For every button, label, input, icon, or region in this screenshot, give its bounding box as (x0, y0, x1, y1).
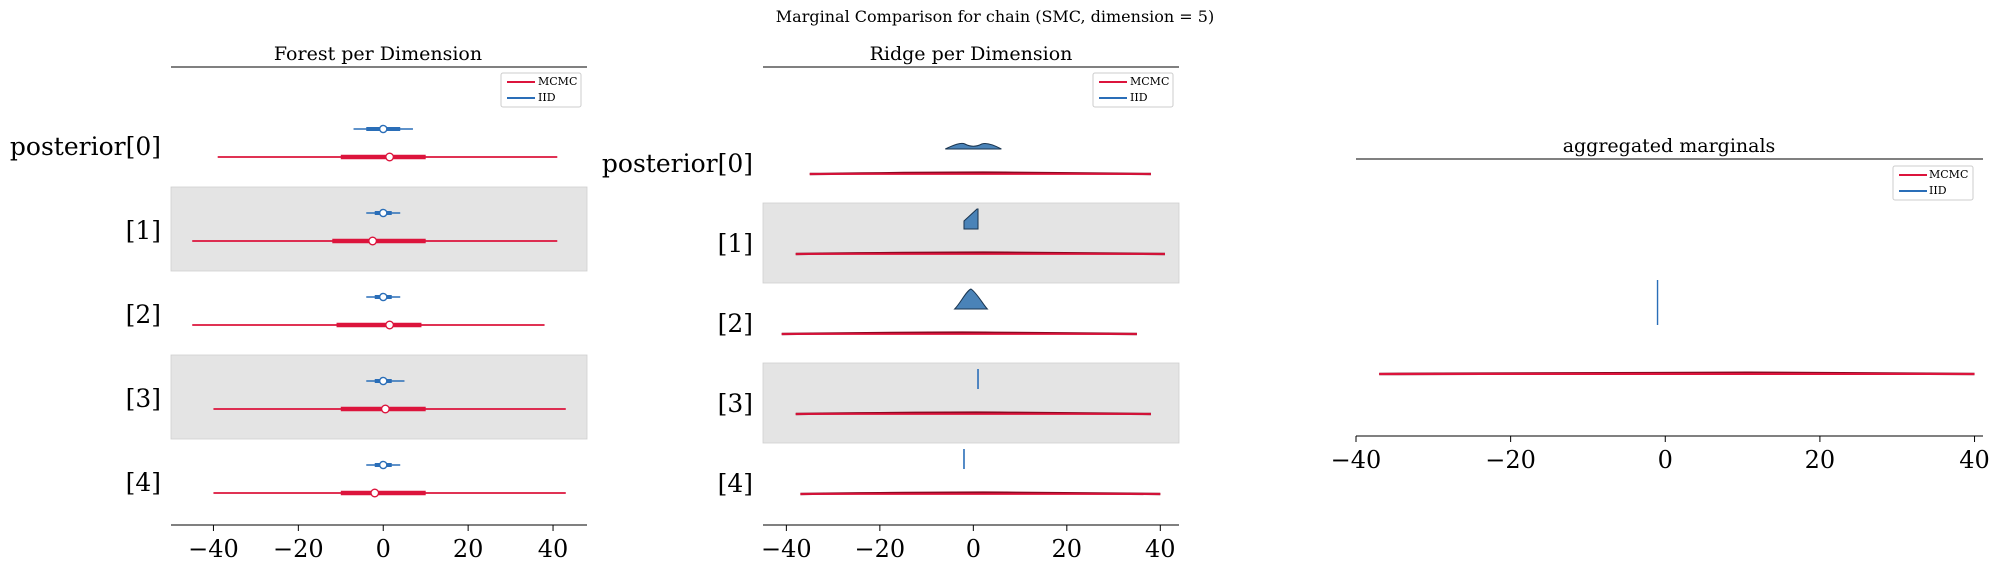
forest-panel: Forest per Dimension posterior[0] [1] [2] [… (10, 43, 588, 563)
mcmc-median-point (368, 236, 378, 246)
ridge-legend-mcmc: MCMC (1130, 75, 1169, 88)
aggregated-panel: aggregated marginals −40 −20 0 20 40 MCMC IID (1331, 135, 1990, 474)
iid-median-point (378, 124, 388, 134)
aggregated-x-tick-label: 0 (1658, 446, 1673, 474)
mcmc-median-point (385, 152, 395, 162)
forest-legend-mcmc: MCMC (538, 75, 577, 88)
aggregated-title: aggregated marginals (1563, 135, 1776, 157)
forest-x-tick-label: 20 (453, 535, 484, 563)
forest-row-label: posterior[0] (10, 132, 161, 161)
mcmc-median-point (380, 404, 390, 414)
ridge-x-tick-label: −40 (761, 535, 812, 563)
iid-median-point (378, 460, 388, 470)
forest-x-tick-label: 0 (376, 535, 391, 563)
forest-legend-iid: IID (538, 91, 556, 104)
aggregated-x-tick-label: −20 (1485, 446, 1536, 474)
iid-ridge-density (945, 142, 1002, 150)
forest-x-tick-label: 40 (538, 535, 569, 563)
figure-suptitle: Marginal Comparison for chain (SMC, dime… (776, 7, 1214, 26)
iid-ridge-density (963, 208, 979, 230)
forest-row-band (170, 354, 588, 440)
ridge-row-label: [2] (718, 309, 753, 338)
forest-x-tick-label: −40 (188, 535, 239, 563)
mcmc-median-point (370, 488, 380, 498)
ridge-row-label: [3] (718, 389, 753, 418)
forest-row-label: [4] (126, 468, 161, 497)
ridge-legend-iid: IID (1130, 91, 1148, 104)
aggregated-legend-mcmc: MCMC (1929, 168, 1968, 181)
ridge-x-tick-label: 0 (966, 535, 981, 563)
ridge-panel: Ridge per Dimension posterior[0] [1] [2] [3… (602, 43, 1180, 563)
forest-x-tick-label: −20 (273, 535, 324, 563)
iid-ridge-density (953, 288, 989, 310)
ridge-row-label: posterior[0] (602, 149, 753, 178)
ridge-x-tick-label: 20 (1052, 535, 1083, 563)
forest-row-label: [2] (126, 300, 161, 329)
forest-row-label: [3] (126, 384, 161, 413)
forest-row-band (170, 186, 588, 272)
forest-row-label: [1] (126, 216, 161, 245)
aggregated-legend-iid: IID (1929, 184, 1947, 197)
aggregated-x-tick-label: 40 (1959, 446, 1990, 474)
mcmc-median-point (385, 320, 395, 330)
ridge-row-band (762, 362, 1180, 444)
ridge-x-tick-label: −20 (855, 535, 906, 563)
iid-median-point (378, 292, 388, 302)
ridge-row-label: [4] (718, 469, 753, 498)
forest-title: Forest per Dimension (274, 43, 482, 65)
iid-median-point (378, 208, 388, 218)
ridge-row-label: [1] (718, 229, 753, 258)
iid-median-point (378, 376, 388, 386)
aggregated-x-tick-label: 20 (1805, 446, 1836, 474)
ridge-x-tick-label: 40 (1145, 535, 1176, 563)
ridge-title: Ridge per Dimension (870, 43, 1073, 65)
aggregated-x-tick-label: −40 (1331, 446, 1382, 474)
